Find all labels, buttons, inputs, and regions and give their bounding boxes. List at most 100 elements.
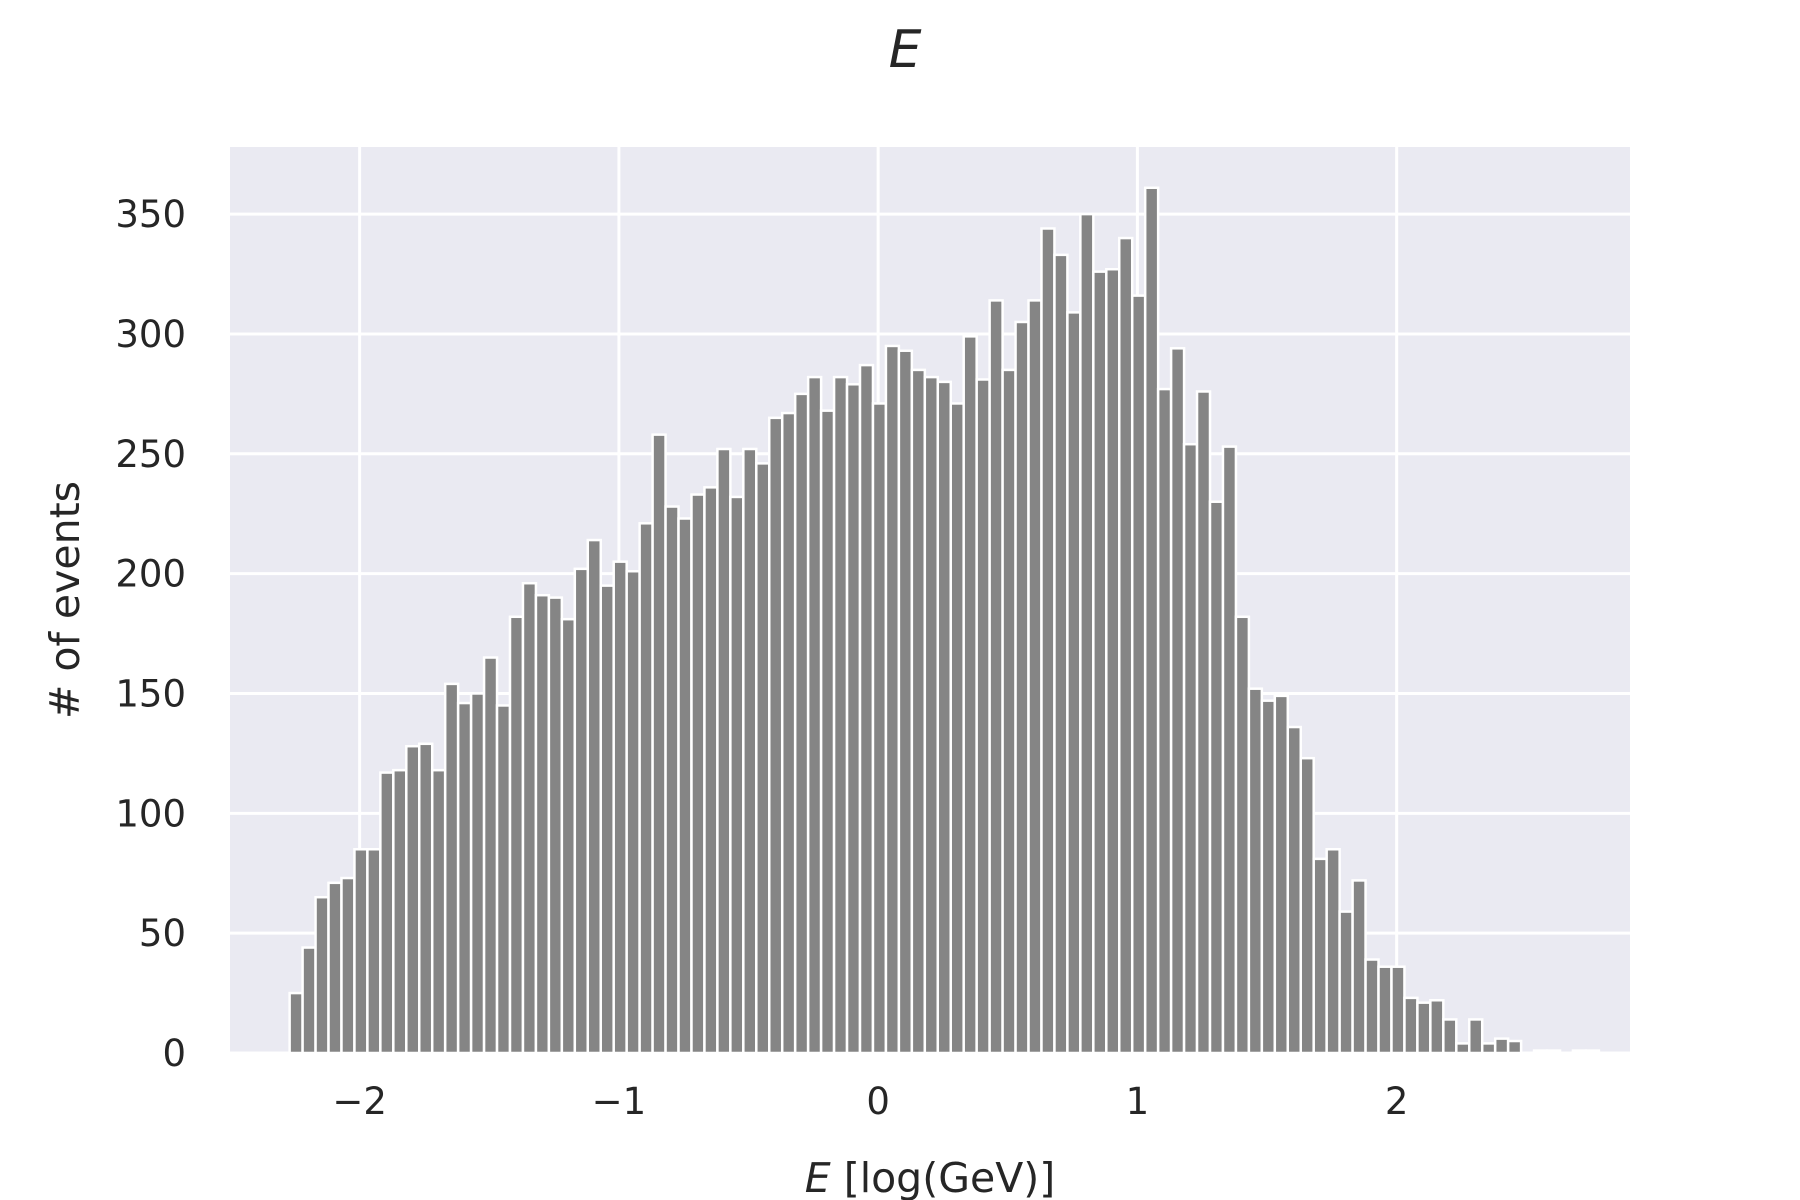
histogram-bar xyxy=(1156,387,1173,1055)
x-tick-label: −2 xyxy=(332,1080,387,1123)
histogram-bar xyxy=(560,617,577,1055)
histogram-bar xyxy=(806,375,823,1055)
histogram-bar xyxy=(949,402,965,1055)
histogram-bar xyxy=(1221,445,1238,1055)
histogram-bar xyxy=(923,375,940,1055)
x-tick-label: 2 xyxy=(1385,1080,1409,1123)
y-tick-label: 250 xyxy=(115,433,186,476)
histogram-bar xyxy=(1429,999,1445,1055)
histogram-bar xyxy=(1273,694,1290,1055)
histogram-bar xyxy=(534,593,551,1055)
histogram-bar xyxy=(340,876,356,1055)
histogram-bar xyxy=(314,895,330,1055)
histogram-bar xyxy=(1105,267,1121,1055)
histogram-bar xyxy=(1403,996,1419,1055)
histogram-bar xyxy=(1118,236,1134,1055)
y-tick-label: 150 xyxy=(115,672,186,715)
histogram-bar xyxy=(1079,212,1095,1055)
histogram-bar xyxy=(366,848,382,1055)
histogram-bar xyxy=(884,344,901,1055)
histogram-bar xyxy=(469,692,486,1055)
histogram-bar xyxy=(599,584,615,1055)
histogram-bar xyxy=(1312,857,1328,1055)
histogram-bar xyxy=(1377,965,1393,1055)
histogram-bar xyxy=(405,744,421,1055)
histogram-bar xyxy=(1584,1049,1601,1055)
histogram-bar xyxy=(910,368,927,1055)
histogram-bar xyxy=(651,433,667,1055)
histogram-bar xyxy=(495,704,512,1055)
histogram-bar xyxy=(871,402,888,1055)
histogram-bar xyxy=(430,768,447,1055)
histogram-bar xyxy=(1195,390,1212,1055)
histogram-bar xyxy=(716,447,732,1055)
histogram-bar xyxy=(897,349,914,1055)
histogram-bar xyxy=(508,615,525,1055)
histogram-bar xyxy=(1130,294,1147,1055)
histogram-bar xyxy=(1416,1001,1432,1055)
histogram-bar xyxy=(1325,848,1341,1055)
histogram-bar xyxy=(1493,1037,1510,1055)
histogram-bar xyxy=(418,742,434,1055)
histogram-bar xyxy=(638,522,654,1055)
histogram-bar xyxy=(1299,756,1315,1055)
histogram-bar xyxy=(1571,1049,1588,1055)
histogram-bar xyxy=(1040,227,1056,1055)
histogram-bar xyxy=(845,383,862,1055)
y-tick-label: 0 xyxy=(162,1032,186,1075)
histogram-bar xyxy=(1014,320,1030,1055)
histogram-bar xyxy=(1169,347,1186,1055)
histogram-bar xyxy=(521,581,538,1055)
histogram-bar xyxy=(1364,958,1380,1055)
x-tick-labels: −2 −1 0 1 2 xyxy=(332,1080,1408,1123)
histogram-bar xyxy=(301,946,317,1055)
bar-layer xyxy=(288,186,1601,1055)
y-tick-label: 350 xyxy=(115,193,186,236)
histogram-bar xyxy=(1286,725,1302,1055)
histogram-bar xyxy=(755,462,771,1055)
histogram-bar xyxy=(625,569,641,1055)
histogram-bar xyxy=(1545,1049,1562,1055)
histogram-bar xyxy=(1351,879,1367,1055)
x-tick-label: 1 xyxy=(1126,1080,1150,1123)
histogram-bar xyxy=(392,768,408,1055)
chart-title: E xyxy=(889,20,922,80)
histogram-bar xyxy=(664,505,680,1055)
histogram-bar xyxy=(1338,910,1354,1055)
histogram-bar xyxy=(1066,311,1082,1055)
histogram-bar xyxy=(703,486,719,1055)
histogram-bar xyxy=(1468,1018,1484,1055)
histogram-bar xyxy=(1182,442,1199,1055)
histogram-bar xyxy=(327,881,343,1055)
x-axis-label: E [log(GeV)] xyxy=(805,1154,1055,1200)
histogram-bar xyxy=(456,701,473,1055)
histogram-bar xyxy=(793,392,810,1055)
histogram-bar xyxy=(729,495,745,1055)
histogram-bar xyxy=(1143,186,1160,1055)
histogram-bar xyxy=(547,596,564,1055)
histogram-bar xyxy=(612,560,628,1055)
histogram-bar xyxy=(936,380,952,1055)
histogram-bar xyxy=(1208,500,1225,1055)
y-axis-label: # of events xyxy=(41,481,89,719)
histogram-bar xyxy=(819,409,836,1055)
histogram-bar xyxy=(858,363,875,1055)
histogram-bar xyxy=(832,375,849,1055)
histogram-bar xyxy=(988,299,1004,1055)
histogram-bar xyxy=(1027,299,1043,1055)
y-tick-label: 200 xyxy=(115,553,186,596)
histogram-bar xyxy=(768,416,784,1055)
x-axis-label-symbol: E xyxy=(805,1154,831,1200)
histogram-bar xyxy=(1260,699,1277,1055)
histogram-bar xyxy=(677,517,693,1055)
histogram-bar xyxy=(975,378,991,1055)
histogram-bar xyxy=(780,411,797,1055)
histogram-bar xyxy=(690,493,706,1055)
histogram-bar xyxy=(1234,615,1251,1055)
histogram-bar xyxy=(1506,1039,1523,1055)
histogram-bar xyxy=(1532,1049,1549,1055)
x-tick-label: 0 xyxy=(866,1080,890,1123)
histogram-bar xyxy=(1390,965,1406,1055)
